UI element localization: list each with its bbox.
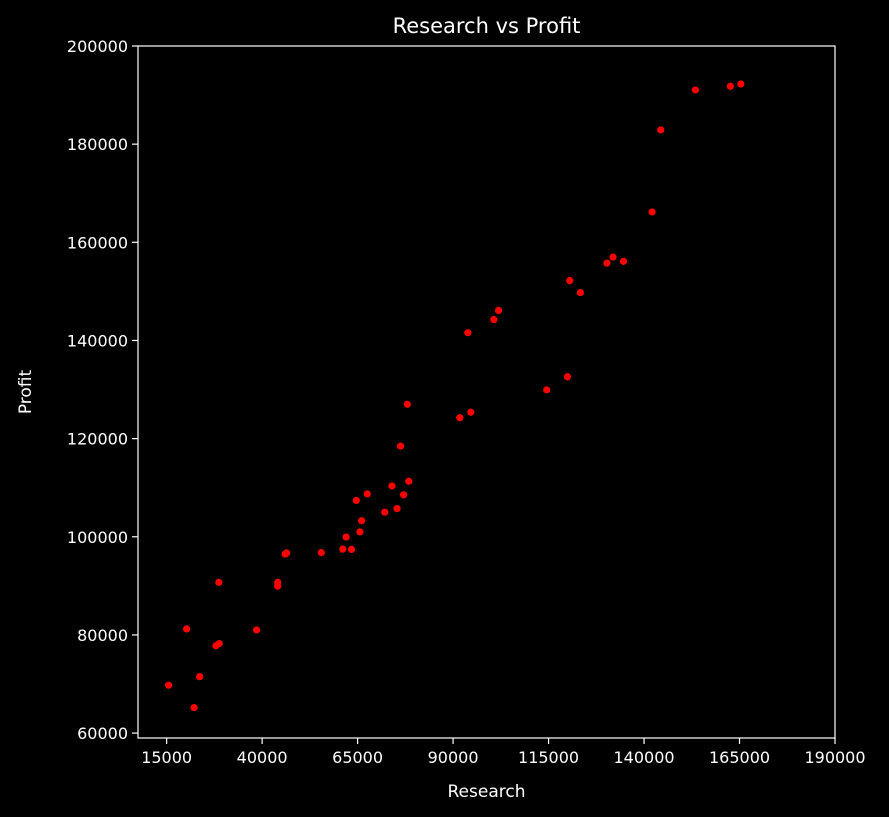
data-point-30 [347, 545, 356, 554]
data-point-11 [490, 315, 498, 324]
data-point-37 [183, 625, 191, 633]
y-tick-label-2: 100000 [67, 528, 128, 547]
data-point-1 [726, 82, 734, 90]
data-point-36 [274, 582, 282, 590]
y-axis-ticks: 60000 80000 100000 120000 140000 160000 180000… [67, 37, 138, 743]
y-tick-label-1: 80000 [77, 626, 128, 645]
data-point-25 [381, 508, 389, 516]
x-tick-label-2: 65000 [332, 748, 383, 767]
data-point-18 [396, 442, 405, 450]
data-point-3 [657, 126, 665, 134]
data-point-17 [456, 414, 464, 422]
data-point-43 [190, 703, 198, 712]
data-point-19 [405, 477, 413, 485]
data-point-27 [356, 528, 364, 536]
data-point-15 [403, 400, 411, 408]
x-tick-label-1: 40000 [237, 748, 288, 767]
plot-frame [137, 45, 836, 739]
data-point-5 [609, 253, 617, 261]
plot-background [138, 46, 835, 738]
x-tick-label-4: 115000 [518, 748, 579, 767]
data-point-14 [543, 386, 551, 394]
data-point-7 [603, 259, 611, 267]
data-point-33 [281, 550, 289, 558]
x-axis-ticks: 15000 40000 65000 90000 115000 140000 165000 19… [141, 738, 866, 767]
data-point-9 [576, 288, 584, 297]
data-point-20 [388, 482, 396, 490]
data-point-42 [164, 681, 173, 689]
data-point-2 [691, 86, 699, 94]
y-tick-label-0: 60000 [77, 724, 128, 743]
data-point-16 [467, 408, 475, 416]
data-point-28 [342, 533, 350, 541]
data-point-10 [494, 306, 503, 315]
y-tick-label-6: 180000 [67, 135, 128, 154]
y-tick-label-5: 160000 [67, 233, 128, 252]
x-tick-label-6: 165000 [709, 748, 770, 767]
data-point-31 [317, 548, 325, 557]
data-point-8 [566, 276, 574, 285]
data-point-22 [400, 491, 408, 499]
data-point-35 [215, 578, 223, 586]
x-axis-label: Research [448, 782, 526, 802]
x-tick-label-7: 190000 [804, 748, 865, 767]
y-tick-label-7: 200000 [67, 37, 128, 56]
data-points [164, 80, 745, 712]
data-point-41 [196, 673, 204, 681]
data-point-4 [648, 208, 656, 216]
y-tick-label-4: 140000 [67, 331, 128, 350]
y-tick-label-3: 120000 [67, 430, 128, 449]
data-point-12 [464, 329, 472, 337]
data-point-26 [358, 517, 366, 525]
data-point-24 [393, 505, 401, 513]
chart-title: Research vs Profit [393, 14, 581, 38]
data-point-0 [737, 80, 745, 88]
data-point-29 [339, 545, 347, 553]
data-point-21 [363, 490, 371, 498]
data-point-40 [212, 642, 220, 650]
x-tick-label-5: 140000 [614, 748, 675, 767]
data-point-23 [352, 496, 360, 505]
data-point-13 [563, 373, 572, 381]
data-point-38 [253, 626, 261, 634]
y-axis-label: Profit [16, 369, 36, 414]
x-tick-label-3: 90000 [428, 748, 479, 767]
data-point-6 [619, 257, 628, 265]
x-tick-label-0: 15000 [141, 748, 192, 767]
